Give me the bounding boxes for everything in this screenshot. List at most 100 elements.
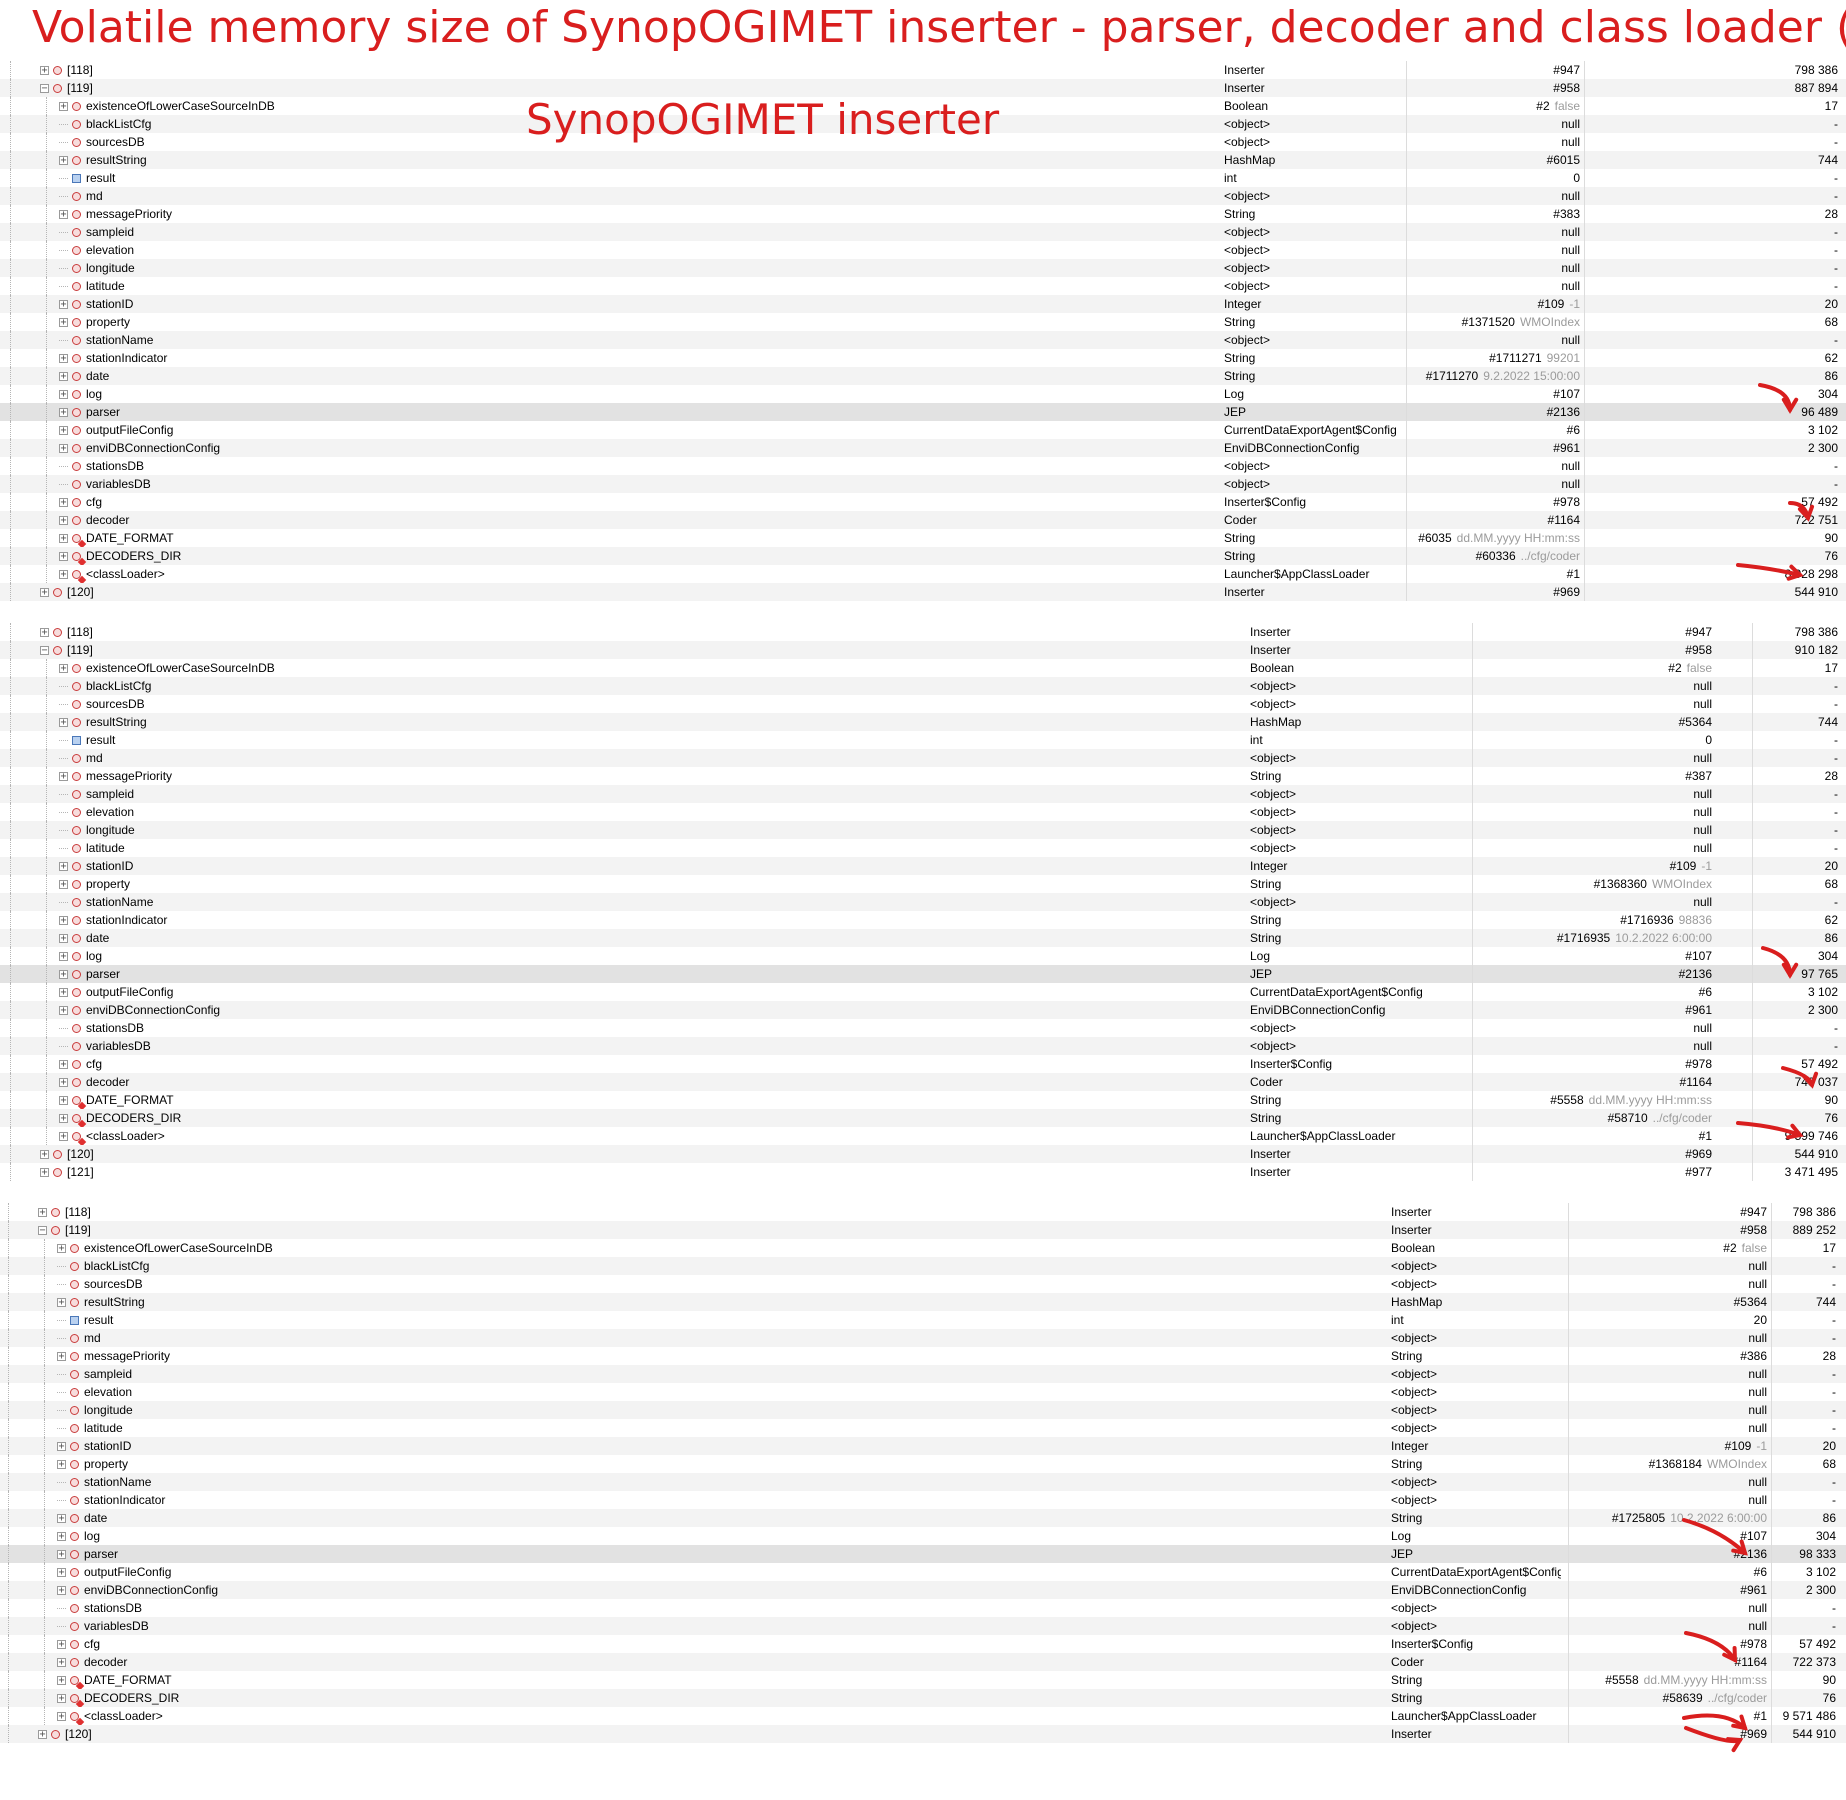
tree-row[interactable]: variablesDB <object> null - bbox=[0, 475, 1846, 493]
expand-plus-icon[interactable]: + bbox=[59, 1094, 68, 1106]
tree-row[interactable]: + stationID Integer #109 -1 20 bbox=[0, 1437, 1846, 1455]
expand-plus-icon[interactable]: + bbox=[59, 442, 68, 454]
tree-row[interactable]: + decoder Coder #1164 743 037 bbox=[0, 1073, 1846, 1091]
tree-row[interactable]: sourcesDB <object> null - bbox=[0, 133, 1846, 151]
tree-row[interactable]: stationsDB <object> null - bbox=[0, 1019, 1846, 1037]
tree-row[interactable]: + DECODERS_DIR String #60336 ../cfg/coder 76 bbox=[0, 547, 1846, 565]
expand-plus-icon[interactable]: + bbox=[57, 1296, 66, 1308]
tree-row[interactable]: + existenceOfLowerCaseSourceInDB Boolean #2… bbox=[0, 97, 1846, 115]
expand-plus-icon[interactable]: + bbox=[57, 1656, 66, 1668]
tree-row[interactable]: + enviDBConnectionConfig EnviDBConnectionC… bbox=[0, 1581, 1846, 1599]
tree-row[interactable]: + property String #1368360 WMOIndex 68 bbox=[0, 875, 1846, 893]
expand-plus-icon[interactable]: + bbox=[57, 1512, 66, 1524]
tree-row[interactable]: + messagePriority String #383 28 bbox=[0, 205, 1846, 223]
tree-row[interactable]: variablesDB <object> null - bbox=[0, 1037, 1846, 1055]
tree-row[interactable]: + outputFileConfig CurrentDataExportAgent$… bbox=[0, 983, 1846, 1001]
expand-plus-icon[interactable]: + bbox=[57, 1440, 66, 1452]
expand-plus-icon[interactable]: + bbox=[57, 1710, 66, 1722]
expand-plus-icon[interactable]: + bbox=[57, 1566, 66, 1578]
tree-row[interactable]: sampleid <object> null - bbox=[0, 785, 1846, 803]
expand-plus-icon[interactable]: + bbox=[57, 1674, 66, 1686]
expand-plus-icon[interactable]: + bbox=[40, 1148, 49, 1160]
tree-row[interactable]: + <classLoader> Launcher$AppClassLoader #1 8… bbox=[0, 565, 1846, 583]
expand-plus-icon[interactable]: + bbox=[59, 662, 68, 674]
tree-row[interactable]: latitude <object> null - bbox=[0, 1419, 1846, 1437]
collapse-minus-icon[interactable]: − bbox=[40, 82, 49, 94]
tree-row[interactable]: result int 20 - bbox=[0, 1311, 1846, 1329]
expand-plus-icon[interactable]: + bbox=[59, 914, 68, 926]
expand-plus-icon[interactable]: + bbox=[59, 950, 68, 962]
tree-row[interactable]: sourcesDB <object> null - bbox=[0, 1275, 1846, 1293]
tree-row[interactable]: + date String #1725805 10.2.2022 6:00:00 86 bbox=[0, 1509, 1846, 1527]
tree-row[interactable]: + stationIndicator String #1711271 99201 62 bbox=[0, 349, 1846, 367]
tree-row[interactable]: + [121] Inserter #977 3 471 495 bbox=[0, 1163, 1846, 1181]
tree-row[interactable]: stationName <object> null - bbox=[0, 1473, 1846, 1491]
tree-row[interactable]: stationIndicator <object> null - bbox=[0, 1491, 1846, 1509]
tree-row[interactable]: + [118] Inserter #947 798 386 bbox=[0, 1203, 1846, 1221]
tree-row[interactable]: blackListCfg <object> null - bbox=[0, 677, 1846, 695]
tree-row[interactable]: stationsDB <object> null - bbox=[0, 1599, 1846, 1617]
tree-row[interactable]: md <object> null - bbox=[0, 749, 1846, 767]
tree-row[interactable]: variablesDB <object> null - bbox=[0, 1617, 1846, 1635]
collapse-minus-icon[interactable]: − bbox=[40, 644, 49, 656]
expand-plus-icon[interactable]: + bbox=[59, 968, 68, 980]
tree-row[interactable]: + decoder Coder #1164 722 751 bbox=[0, 511, 1846, 529]
expand-plus-icon[interactable]: + bbox=[59, 154, 68, 166]
tree-row[interactable]: + [118] Inserter #947 798 386 bbox=[0, 623, 1846, 641]
tree-row[interactable]: + parser JEP #2136 98 333 bbox=[0, 1545, 1846, 1563]
expand-plus-icon[interactable]: + bbox=[59, 424, 68, 436]
tree-row[interactable]: + existenceOfLowerCaseSourceInDB Boolean #2… bbox=[0, 659, 1846, 677]
expand-plus-icon[interactable]: + bbox=[59, 986, 68, 998]
tree-row[interactable]: elevation <object> null - bbox=[0, 803, 1846, 821]
tree-row[interactable]: − [119] Inserter #958 889 252 bbox=[0, 1221, 1846, 1239]
expand-plus-icon[interactable]: + bbox=[40, 1166, 49, 1178]
expand-plus-icon[interactable]: + bbox=[57, 1350, 66, 1362]
expand-plus-icon[interactable]: + bbox=[59, 298, 68, 310]
expand-plus-icon[interactable]: + bbox=[38, 1728, 47, 1740]
expand-plus-icon[interactable]: + bbox=[59, 716, 68, 728]
tree-row[interactable]: elevation <object> null - bbox=[0, 241, 1846, 259]
tree-row[interactable]: + cfg Inserter$Config #978 57 492 bbox=[0, 1055, 1846, 1073]
expand-plus-icon[interactable]: + bbox=[59, 100, 68, 112]
tree-row[interactable]: + stationID Integer #109 -1 20 bbox=[0, 857, 1846, 875]
tree-row[interactable]: + resultString HashMap #5364 744 bbox=[0, 713, 1846, 731]
expand-plus-icon[interactable]: + bbox=[57, 1584, 66, 1596]
tree-row[interactable]: + DATE_FORMAT String #5558 dd.MM.yyyy HH:mm:… bbox=[0, 1091, 1846, 1109]
expand-plus-icon[interactable]: + bbox=[59, 208, 68, 220]
tree-row[interactable]: + messagePriority String #386 28 bbox=[0, 1347, 1846, 1365]
tree-row[interactable]: + enviDBConnectionConfig EnviDBConnectionC… bbox=[0, 1001, 1846, 1019]
tree-row[interactable]: + [120] Inserter #969 544 910 bbox=[0, 1725, 1846, 1743]
tree-row[interactable]: + cfg Inserter$Config #978 57 492 bbox=[0, 1635, 1846, 1653]
tree-row[interactable]: − [119] Inserter #958 887 894 bbox=[0, 79, 1846, 97]
expand-plus-icon[interactable]: + bbox=[57, 1638, 66, 1650]
tree-row[interactable]: + log Log #107 304 bbox=[0, 947, 1846, 965]
expand-plus-icon[interactable]: + bbox=[57, 1692, 66, 1704]
tree-row[interactable]: stationName <object> null - bbox=[0, 893, 1846, 911]
tree-row[interactable]: + date String #1716935 10.2.2022 6:00:00 86 bbox=[0, 929, 1846, 947]
tree-row[interactable]: sampleid <object> null - bbox=[0, 223, 1846, 241]
tree-row[interactable]: − [119] Inserter #958 910 182 bbox=[0, 641, 1846, 659]
expand-plus-icon[interactable]: + bbox=[59, 1004, 68, 1016]
expand-plus-icon[interactable]: + bbox=[59, 316, 68, 328]
tree-row[interactable]: latitude <object> null - bbox=[0, 277, 1846, 295]
tree-row[interactable]: + parser JEP #2136 97 765 bbox=[0, 965, 1846, 983]
expand-plus-icon[interactable]: + bbox=[59, 388, 68, 400]
expand-plus-icon[interactable]: + bbox=[59, 878, 68, 890]
tree-row[interactable]: latitude <object> null - bbox=[0, 839, 1846, 857]
tree-row[interactable]: + log Log #107 304 bbox=[0, 385, 1846, 403]
tree-row[interactable]: longitude <object> null - bbox=[0, 259, 1846, 277]
tree-row[interactable]: + stationID Integer #109 -1 20 bbox=[0, 295, 1846, 313]
tree-row[interactable]: + DATE_FORMAT String #6035 dd.MM.yyyy HH:mm:… bbox=[0, 529, 1846, 547]
expand-plus-icon[interactable]: + bbox=[59, 860, 68, 872]
expand-plus-icon[interactable]: + bbox=[57, 1530, 66, 1542]
tree-row[interactable]: + property String #1368184 WMOIndex 68 bbox=[0, 1455, 1846, 1473]
tree-row[interactable]: + outputFileConfig CurrentDataExportAgent$… bbox=[0, 1563, 1846, 1581]
expand-plus-icon[interactable]: + bbox=[59, 496, 68, 508]
expand-plus-icon[interactable]: + bbox=[59, 1112, 68, 1124]
expand-plus-icon[interactable]: + bbox=[59, 932, 68, 944]
expand-plus-icon[interactable]: + bbox=[40, 586, 49, 598]
tree-row[interactable]: + existenceOfLowerCaseSourceInDB Boolean #2… bbox=[0, 1239, 1846, 1257]
expand-plus-icon[interactable]: + bbox=[40, 64, 49, 76]
tree-row[interactable]: + outputFileConfig CurrentDataExportAgent$… bbox=[0, 421, 1846, 439]
expand-plus-icon[interactable]: + bbox=[59, 370, 68, 382]
